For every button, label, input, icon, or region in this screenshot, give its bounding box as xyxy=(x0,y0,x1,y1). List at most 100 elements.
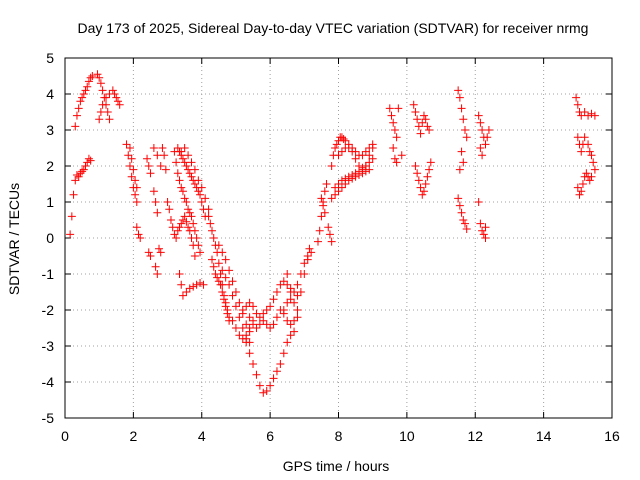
data-point xyxy=(474,198,483,206)
data-point xyxy=(146,169,155,178)
data-point xyxy=(110,90,119,98)
y-tick-label: 0 xyxy=(46,230,54,246)
data-point xyxy=(337,176,346,185)
data-point xyxy=(413,115,422,124)
data-point xyxy=(317,212,326,221)
data-point xyxy=(322,180,331,188)
data-point xyxy=(178,216,187,224)
data-point xyxy=(416,129,425,138)
data-point xyxy=(387,111,396,120)
data-point xyxy=(231,324,240,332)
data-point xyxy=(143,154,152,163)
data-point xyxy=(572,93,581,102)
data-point xyxy=(266,381,275,390)
data-point xyxy=(194,176,203,185)
y-tick-label: -3 xyxy=(42,338,55,354)
data-point xyxy=(160,151,169,160)
data-point xyxy=(74,104,83,113)
data-point xyxy=(72,171,81,179)
data-point xyxy=(190,252,199,260)
data-point xyxy=(190,165,199,174)
data-point xyxy=(83,82,92,91)
data-point xyxy=(365,165,374,174)
data-point xyxy=(216,280,225,289)
data-point xyxy=(180,144,189,152)
x-tick-label: 2 xyxy=(129,428,137,444)
data-point xyxy=(573,100,582,109)
data-point xyxy=(184,223,193,232)
data-point xyxy=(423,172,432,181)
data-point xyxy=(189,282,198,291)
data-point xyxy=(151,262,160,271)
data-point xyxy=(214,241,223,250)
data-point xyxy=(131,190,140,199)
data-point xyxy=(397,151,406,160)
data-point xyxy=(365,158,374,167)
data-point xyxy=(214,277,223,286)
data-point xyxy=(235,298,244,307)
data-point xyxy=(211,270,220,278)
data-point xyxy=(334,136,343,145)
y-tick-label: -4 xyxy=(42,374,55,390)
data-point xyxy=(225,266,234,275)
data-point xyxy=(175,176,184,185)
data-point xyxy=(483,133,492,142)
data-point xyxy=(325,230,334,239)
data-point xyxy=(276,360,285,368)
data-point xyxy=(178,291,187,300)
chart-title: Day 173 of 2025, Sidereal Day-to-day VTE… xyxy=(78,20,589,36)
data-point xyxy=(108,86,117,95)
data-point xyxy=(478,151,487,160)
data-point xyxy=(190,180,199,188)
data-point xyxy=(580,108,589,116)
x-tick-label: 6 xyxy=(266,428,274,444)
data-point xyxy=(331,190,340,199)
data-point xyxy=(259,309,268,318)
data-point xyxy=(72,111,81,120)
data-point xyxy=(587,109,596,118)
data-point xyxy=(337,147,346,156)
data-point xyxy=(317,194,326,203)
data-point xyxy=(479,230,488,239)
data-point xyxy=(86,73,95,82)
data-point xyxy=(213,273,222,282)
y-tick-label: 2 xyxy=(46,158,54,174)
y-tick-label: -5 xyxy=(42,410,55,426)
data-point xyxy=(245,298,254,307)
data-point xyxy=(361,162,370,170)
data-point xyxy=(129,165,138,174)
data-point xyxy=(414,176,423,185)
data-point xyxy=(173,226,182,235)
data-point xyxy=(344,176,353,185)
data-point xyxy=(132,183,141,192)
data-point xyxy=(262,306,271,314)
x-tick-label: 0 xyxy=(61,428,69,444)
y-tick-label: 5 xyxy=(46,50,54,66)
data-point xyxy=(290,327,299,336)
data-point xyxy=(146,252,155,260)
data-point xyxy=(460,219,469,228)
x-tick-label: 12 xyxy=(467,428,483,444)
data-point xyxy=(231,302,240,311)
y-tick-label: 4 xyxy=(46,86,54,102)
data-point xyxy=(249,360,258,368)
data-point xyxy=(266,324,275,332)
data-point xyxy=(368,154,377,163)
data-point xyxy=(175,270,184,278)
data-point xyxy=(252,324,261,332)
data-point xyxy=(105,115,114,124)
data-point xyxy=(320,187,329,196)
data-point xyxy=(455,165,464,174)
data-point xyxy=(112,93,121,102)
data-point xyxy=(69,190,78,199)
data-point xyxy=(192,234,201,242)
data-point xyxy=(411,162,420,170)
data-point xyxy=(389,144,398,152)
data-point xyxy=(269,320,278,329)
data-point xyxy=(166,216,175,224)
data-point xyxy=(259,388,268,397)
data-point xyxy=(242,331,251,340)
data-point xyxy=(238,324,247,332)
data-point xyxy=(481,234,490,242)
